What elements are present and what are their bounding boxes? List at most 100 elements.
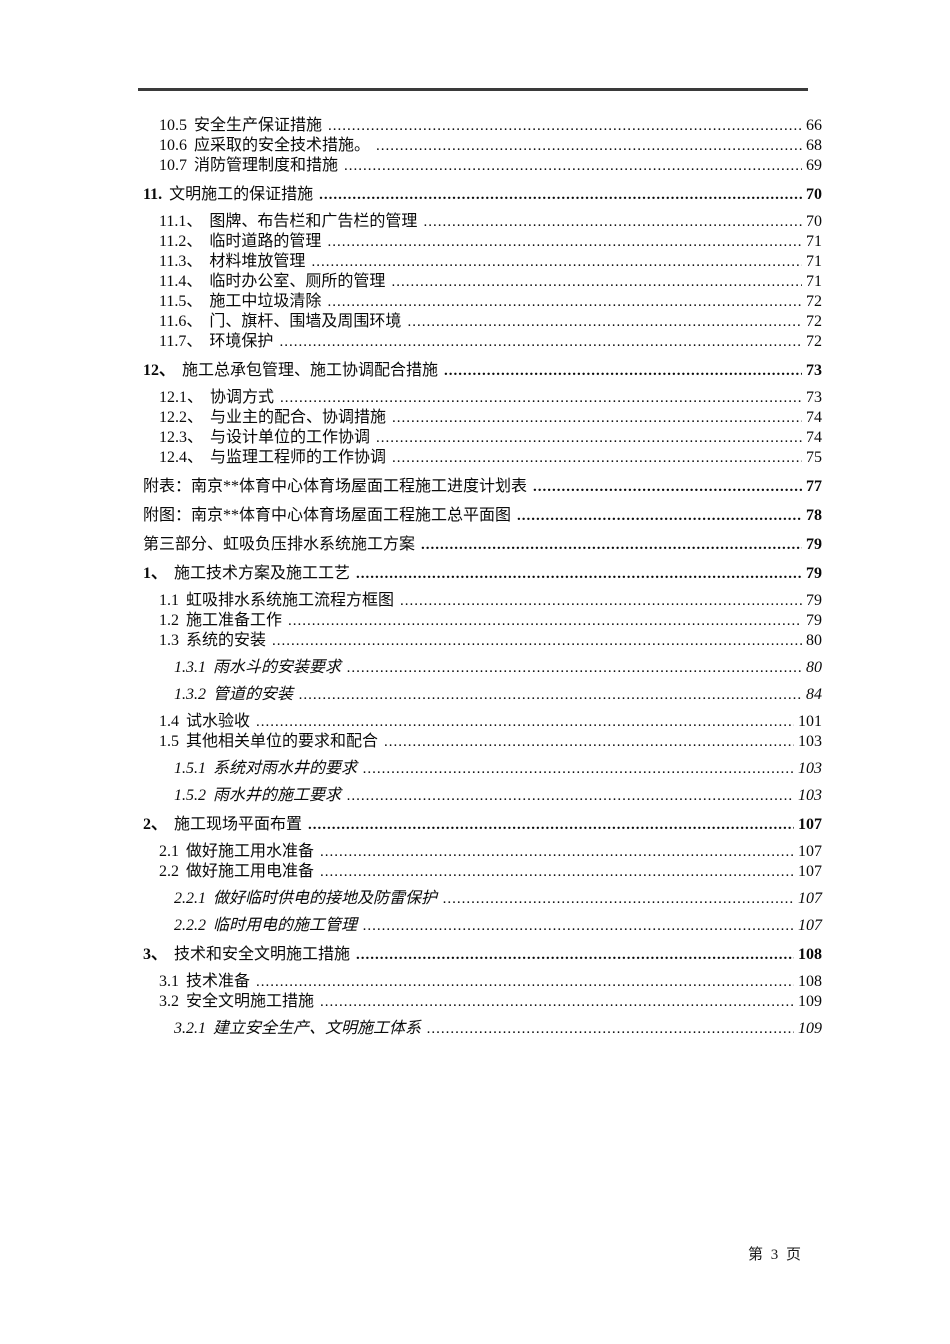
toc-entry-page-number: 109 — [798, 993, 822, 1010]
toc-dot-leader: ........................................… — [363, 761, 794, 777]
toc-entry-page-number: 103 — [798, 787, 822, 804]
toc-entry-page-number: 109 — [798, 1020, 822, 1037]
toc-entry-number: 12.3、 — [159, 429, 204, 446]
toc-entry-number: 11.3、 — [159, 253, 203, 270]
toc-entry[interactable]: 12.1、 协调方式...............................… — [138, 388, 822, 408]
toc-entry[interactable]: 12.3、 与设计单位的工作协调.........................… — [138, 428, 822, 448]
toc-entry[interactable]: 2.2 做好施工用电准备.............................… — [138, 862, 822, 882]
toc-entry-number: 3.2 — [159, 993, 179, 1010]
toc-entry-number: 11.6、 — [159, 313, 203, 330]
toc-entry-number: 2.2 — [159, 863, 179, 880]
toc-entry[interactable]: 12.2、 与业主的配合、协调措施........................… — [138, 408, 822, 428]
toc-entry-page-number: 71 — [806, 273, 822, 290]
toc-entry[interactable]: 1.2 施工准备工作...............................… — [138, 611, 822, 631]
toc-entry[interactable]: 10.5 安全生产保证措施............................… — [138, 116, 822, 136]
toc-entry-page-number: 74 — [806, 409, 822, 426]
toc-entry-page-number: 101 — [798, 713, 822, 730]
toc-entry[interactable]: 附表：南京**体育中心体育场屋面工程施工进度计划表...............… — [138, 477, 822, 497]
toc-entry[interactable]: 1、 施工技术方案及施工工艺...........................… — [138, 564, 822, 584]
toc-entry-page-number: 84 — [806, 686, 822, 703]
toc-entry[interactable]: 2、 施工现场平面布置..............................… — [138, 815, 822, 835]
toc-entry[interactable]: 1.3.2 管道的安装..............................… — [138, 685, 822, 705]
toc-entry-page-number: 103 — [798, 760, 822, 777]
toc-entry[interactable]: 3、 技术和安全文明施工措施...........................… — [138, 945, 822, 965]
toc-entry[interactable]: 10.7 消防管理制度和措施...........................… — [138, 156, 822, 176]
toc-entry-number: 2.1 — [159, 843, 179, 860]
toc-dot-leader: ........................................… — [392, 410, 802, 426]
toc-entry[interactable]: 2.2.1 做好临时供电的接地及防雷保护.....................… — [138, 889, 822, 909]
toc-entry-page-number: 79 — [806, 565, 822, 582]
toc-dot-leader: ........................................… — [392, 450, 802, 466]
toc-entry[interactable]: 1.3 系统的安装................................… — [138, 631, 822, 651]
toc-entry-number: 1.3.1 — [174, 659, 206, 676]
toc-entry-title: 施工准备工作 — [186, 612, 283, 629]
toc-entry[interactable]: 11.1、 图牌、布告栏和广告栏的管理......................… — [138, 212, 822, 232]
toc-entry[interactable]: 1.1 虹吸排水系统施工流程方框图........................… — [138, 591, 822, 611]
toc-entry-title: 建立安全生产、文明施工体系 — [213, 1020, 422, 1037]
toc-entry-number: 11.5、 — [159, 293, 203, 310]
toc-entry[interactable]: 1.5.1 系统对雨水井的要求..........................… — [138, 759, 822, 779]
toc-entry-title: 雨水斗的安装要求 — [213, 659, 342, 676]
toc-entry[interactable]: 12.4、 与监理工程师的工作协调........................… — [138, 448, 822, 468]
toc-entry-title: 系统对雨水井的要求 — [213, 760, 358, 777]
toc-entry-title: 应采取的安全技术措施。 — [194, 137, 371, 154]
toc-entry[interactable]: 11.4、 临时办公室、厕所的管理........................… — [138, 272, 822, 292]
toc-dot-leader: ........................................… — [327, 294, 802, 310]
toc-entry-title: 与监理工程师的工作协调 — [210, 449, 387, 466]
toc-entry[interactable]: 1.4 试水验收.................................… — [138, 712, 822, 732]
toc-dot-leader: ........................................… — [256, 974, 794, 990]
toc-entry-page-number: 66 — [806, 117, 822, 134]
toc-entry-page-number: 107 — [798, 917, 822, 934]
toc-dot-leader: ........................................… — [344, 158, 802, 174]
toc-entry[interactable]: 3.1 技术准备.................................… — [138, 972, 822, 992]
toc-entry-number: 12.4、 — [159, 449, 204, 466]
toc-entry-title: 与设计单位的工作协调 — [210, 429, 371, 446]
toc-entry-page-number: 108 — [798, 973, 822, 990]
toc-entry-page-number: 73 — [806, 362, 822, 379]
toc-entry-page-number: 107 — [798, 843, 822, 860]
toc-entry-title: 系统的安装 — [186, 632, 267, 649]
toc-entry-title: 施工技术方案及施工工艺 — [174, 565, 351, 582]
toc-dot-leader: ........................................… — [320, 844, 794, 860]
toc-entry[interactable]: 第三部分、虹吸负压排水系统施工方案.......................… — [138, 535, 822, 555]
toc-entry[interactable]: 2.1 做好施工用水准备.............................… — [138, 842, 822, 862]
toc-entry[interactable]: 10.6 应采取的安全技术措施。.........................… — [138, 136, 822, 156]
toc-entry-page-number: 75 — [806, 449, 822, 466]
toc-entry[interactable]: 3.2.1 建立安全生产、文明施工体系......................… — [138, 1019, 822, 1039]
toc-entry[interactable]: 11.3、 材料堆放管理.............................… — [138, 252, 822, 272]
toc-dot-leader: ........................................… — [319, 187, 802, 203]
toc-entry[interactable]: 11.2、 临时道路的管理............................… — [138, 232, 822, 252]
toc-entry[interactable]: 1.3.1 雨水斗的安装要求...........................… — [138, 658, 822, 678]
toc-entry-number: 10.7 — [159, 157, 187, 174]
toc-entry[interactable]: 附图：南京**体育中心体育场屋面工程施工总平面图................… — [138, 506, 822, 526]
toc-entry-page-number: 71 — [806, 253, 822, 270]
toc-entry-page-number: 70 — [806, 213, 822, 230]
toc-entry-number: 12.2、 — [159, 409, 204, 426]
toc-entry-page-number: 107 — [798, 890, 822, 907]
toc-entry-page-number: 68 — [806, 137, 822, 154]
toc-entry-title: 消防管理制度和措施 — [194, 157, 339, 174]
toc-entry-page-number: 70 — [806, 186, 822, 203]
toc-entry[interactable]: 11.5、 施工中垃圾清除............................… — [138, 292, 822, 312]
toc-dot-leader: ........................................… — [376, 138, 802, 154]
toc-entry-number: 1.1 — [159, 592, 179, 609]
toc-entry-title: 附表：南京**体育中心体育场屋面工程施工进度计划表 — [143, 478, 528, 495]
toc-entry-title: 临时用电的施工管理 — [213, 917, 358, 934]
toc-entry[interactable]: 11. 文明施工的保证措施............................… — [138, 185, 822, 205]
toc-entry[interactable]: 11.6、 门、旗杆、围墙及周围环境.......................… — [138, 312, 822, 332]
toc-entry-number: 1.5.2 — [174, 787, 206, 804]
toc-entry[interactable]: 1.5.2 雨水井的施工要求...........................… — [138, 786, 822, 806]
toc-dot-leader: ........................................… — [427, 1021, 794, 1037]
toc-entry[interactable]: 1.5 其他相关单位的要求和配合.........................… — [138, 732, 822, 752]
toc-entry[interactable]: 12、 施工总承包管理、施工协调配合措施.....................… — [138, 361, 822, 381]
toc-entry-number: 11.2、 — [159, 233, 203, 250]
toc-entry[interactable]: 11.7、 环境保护...............................… — [138, 332, 822, 352]
toc-dot-leader: ........................................… — [517, 508, 802, 524]
toc-entry[interactable]: 2.2.2 临时用电的施工管理..........................… — [138, 916, 822, 936]
toc-entry-number: 1、 — [143, 565, 168, 582]
toc-entry-title: 做好施工用水准备 — [186, 843, 315, 860]
toc-entry[interactable]: 3.2 安全文明施工措施.............................… — [138, 992, 822, 1012]
toc-dot-leader: ........................................… — [320, 864, 794, 880]
toc-entry-number: 1.5.1 — [174, 760, 206, 777]
toc-entry-number: 11.1、 — [159, 213, 203, 230]
